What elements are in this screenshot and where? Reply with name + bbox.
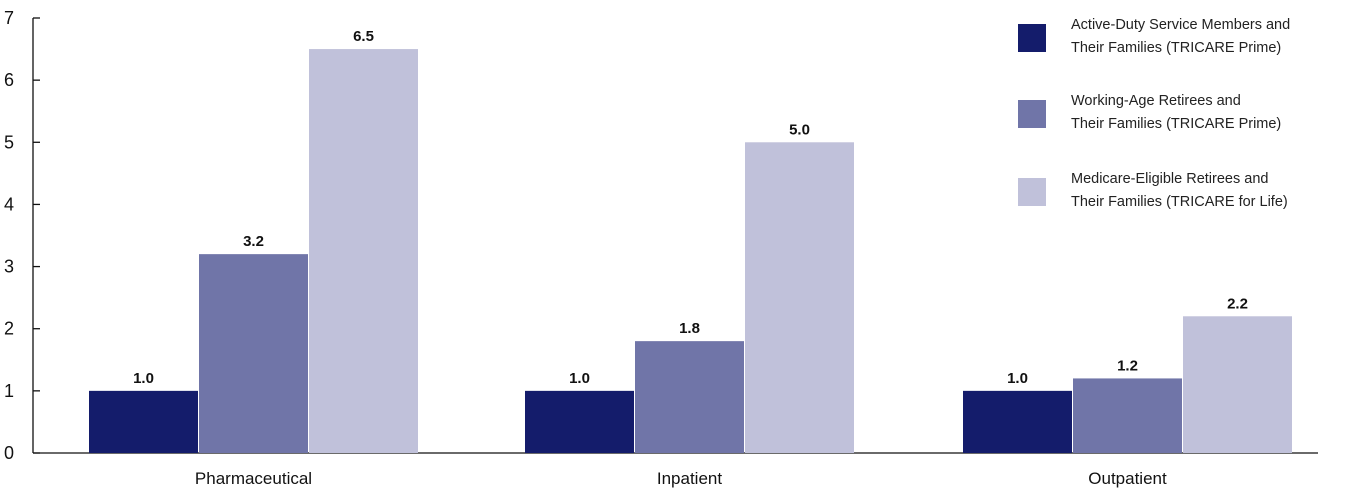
x-category-label: Outpatient <box>1088 469 1167 488</box>
bar <box>1073 378 1182 453</box>
legend-swatch <box>1018 100 1046 128</box>
bar <box>525 390 634 453</box>
legend-swatch <box>1018 24 1046 52</box>
legend-label: Their Families (TRICARE Prime) <box>1071 116 1281 132</box>
bar <box>635 341 744 453</box>
data-label: 1.8 <box>679 320 700 337</box>
y-tick-label: 6 <box>4 70 14 90</box>
data-label: 1.0 <box>1007 370 1028 387</box>
y-tick-label: 1 <box>4 381 14 401</box>
bar <box>89 390 198 453</box>
data-label: 1.0 <box>569 370 590 387</box>
bar <box>1183 316 1292 453</box>
y-tick-label: 4 <box>4 194 14 214</box>
bar <box>745 142 854 454</box>
data-label: 6.5 <box>353 28 374 45</box>
data-label: 5.0 <box>789 121 810 138</box>
legend-label: Medicare-Eligible Retirees and <box>1071 171 1268 187</box>
legend-label: Active-Duty Service Members and <box>1071 17 1290 33</box>
data-labels: 1.0 3.2 6.5 1.0 1.8 5.0 1.0 1.2 2.2 <box>133 28 1248 387</box>
bars <box>89 49 1292 454</box>
y-tick-label: 2 <box>4 319 14 339</box>
data-label: 1.0 <box>133 370 154 387</box>
y-tick-label: 5 <box>4 132 14 152</box>
x-category-label: Inpatient <box>657 469 722 488</box>
legend-label: Their Families (TRICARE for Life) <box>1071 194 1288 210</box>
bar <box>963 390 1072 453</box>
y-tick-label: 3 <box>4 257 14 277</box>
data-label: 1.2 <box>1117 357 1138 374</box>
legend-label: Their Families (TRICARE Prime) <box>1071 40 1281 56</box>
x-category-label: Pharmaceutical <box>195 469 312 488</box>
bar <box>199 254 308 453</box>
legend-label: Working-Age Retirees and <box>1071 93 1241 109</box>
data-label: 2.2 <box>1227 295 1248 312</box>
legend-swatch <box>1018 178 1046 206</box>
legend: Active-Duty Service Members and Their Fam… <box>1018 17 1290 210</box>
bar <box>309 49 418 453</box>
data-label: 3.2 <box>243 233 264 250</box>
y-tick-label: 0 <box>4 443 14 463</box>
x-axis: Pharmaceutical Inpatient Outpatient <box>33 452 1318 488</box>
y-tick-label: 7 <box>4 8 14 28</box>
y-axis: 0 1 2 3 4 5 6 7 <box>4 8 40 463</box>
